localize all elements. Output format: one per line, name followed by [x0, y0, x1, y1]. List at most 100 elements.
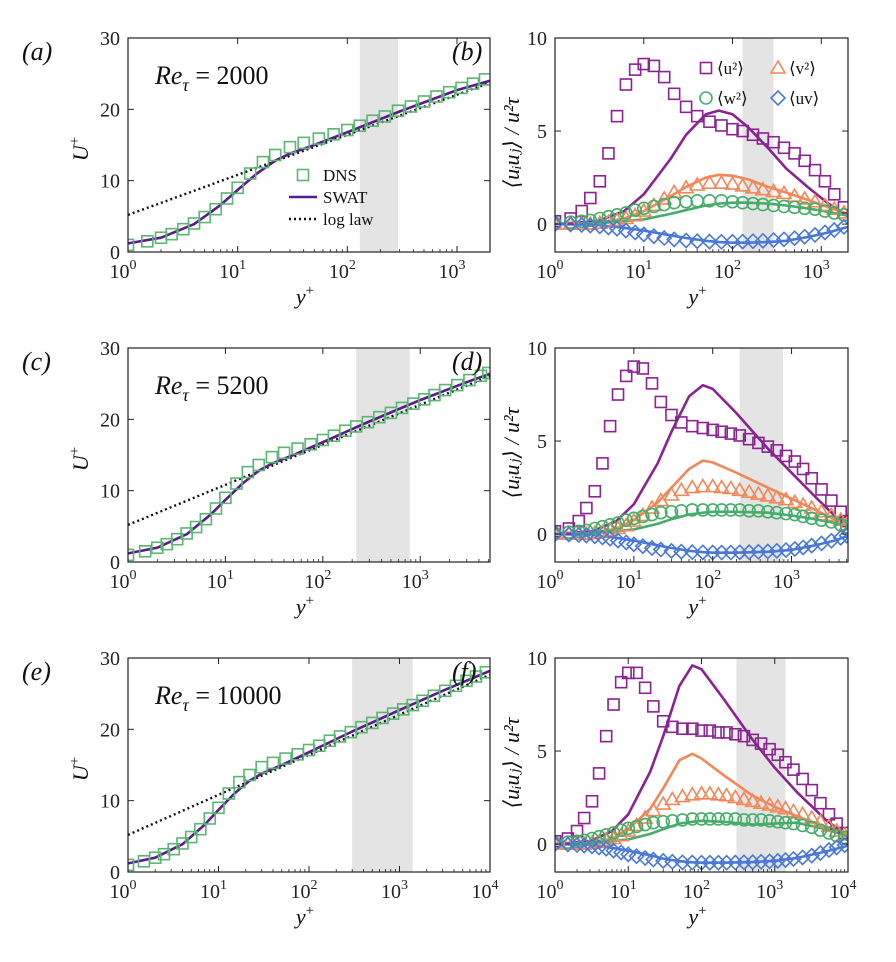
- dns-marker: [243, 167, 257, 180]
- dns-marker: [138, 544, 152, 558]
- dns-uv-marker: [608, 220, 626, 237]
- dns-uv-marker: [666, 231, 683, 248]
- legend-log-label: log law: [323, 210, 374, 229]
- dns-ww-marker: [770, 814, 785, 829]
- x-tick-exponent: 3: [823, 258, 830, 273]
- dns-marker: [291, 442, 304, 455]
- dns-uv-marker: [838, 527, 848, 544]
- reynolds-value: = 10000: [189, 681, 282, 710]
- dns-ww-marker: [647, 199, 661, 214]
- dns-ww-marker: [839, 519, 848, 534]
- dns-ww-marker: [628, 203, 642, 217]
- dns-vv-marker: [750, 485, 767, 500]
- dns-ww-marker: [656, 814, 670, 829]
- dns-uu-marker: [752, 436, 765, 450]
- shaded-region: [356, 348, 410, 562]
- dns-uu-marker: [602, 147, 615, 160]
- x-tick-label: 101: [625, 258, 652, 283]
- x-axis-label: y+: [294, 283, 314, 309]
- x-tick-exponent: 2: [349, 258, 356, 273]
- shaded-region: [352, 658, 413, 872]
- dns-vv-marker: [643, 499, 661, 514]
- dns-ww-marker: [588, 521, 602, 536]
- dns-vv-marker: [683, 478, 701, 494]
- x-tick-exponent: 2: [714, 568, 721, 583]
- dns-vv-marker: [562, 215, 580, 230]
- legend-uv-label: ⟨uv⟩: [789, 89, 819, 108]
- y-axis-label: ⟨uᵢuⱼ⟩ / u²τ: [499, 716, 524, 808]
- y-tick-label: 20: [100, 719, 120, 741]
- dns-uu-marker: [676, 722, 689, 736]
- plot-area: [555, 348, 848, 562]
- dns-marker: [386, 707, 400, 720]
- panel-label: (d): [452, 347, 482, 376]
- dns-vv-marker: [769, 798, 787, 813]
- y-axis-label: ⟨uᵢuⱼ⟩ / u²τ: [499, 96, 524, 188]
- y-tick-label: 0: [537, 524, 547, 546]
- dns-marker: [406, 698, 420, 712]
- dns-uv-marker: [761, 853, 778, 870]
- dns-uu-marker: [742, 432, 756, 446]
- axes-frame: [554, 347, 849, 563]
- dns-ww-marker: [822, 826, 836, 840]
- dns-uu-marker: [667, 87, 681, 101]
- dns-uu-marker: [726, 122, 739, 136]
- dns-marker: [212, 801, 225, 815]
- dns-marker: [128, 548, 135, 562]
- dns-vv-marker: [765, 182, 782, 198]
- dns-uu-marker: [737, 729, 751, 743]
- x-axis-label-sup: +: [698, 283, 706, 299]
- x-tick-label: 100: [537, 258, 564, 283]
- dns-uv-marker: [826, 221, 843, 239]
- dns-uv-marker: [625, 536, 642, 553]
- dns-uu-marker: [690, 109, 704, 123]
- x-tick-exponent: 3: [458, 258, 465, 273]
- y-tick-label: 20: [100, 409, 120, 431]
- dns-ww-marker: [751, 504, 766, 518]
- y-tick-label: 20: [100, 99, 120, 121]
- panel-label: (b): [452, 37, 482, 66]
- x-tick-exponent: 0: [557, 258, 564, 273]
- dns-vv-marker: [663, 790, 681, 806]
- dns-marker: [219, 491, 232, 505]
- dns-marker: [231, 181, 244, 195]
- x-tick-exponent: 2: [734, 258, 741, 273]
- x-axis-label: y+: [686, 283, 706, 309]
- dns-uu-marker: [636, 362, 650, 375]
- dns-uu-marker: [627, 360, 641, 373]
- dns-ww-marker: [804, 820, 819, 835]
- y-tick-label: 0: [537, 214, 547, 236]
- y-tick-label: 10: [100, 791, 120, 813]
- dns-vv-marker: [704, 478, 722, 493]
- dns-marker: [209, 202, 222, 216]
- dns-vv-marker: [820, 817, 838, 833]
- reynolds-annotation: Reτ = 2000: [154, 61, 269, 95]
- dns-ww-marker: [766, 198, 781, 213]
- dns-vv-marker: [777, 491, 795, 506]
- dns-vv-marker: [812, 813, 829, 828]
- shaded-region: [739, 348, 784, 562]
- dns-vv-marker: [555, 215, 564, 230]
- x-tick-exponent: 1: [630, 878, 637, 893]
- dns-ww-marker: [732, 503, 747, 517]
- dns-ww-marker: [796, 509, 810, 524]
- dns-uu-marker: [637, 57, 651, 71]
- dns-uu-marker: [666, 720, 679, 734]
- dns-uv-marker: [673, 543, 690, 560]
- dns-ww-marker: [592, 829, 606, 844]
- dns-ww-marker: [675, 813, 690, 827]
- dns-marker: [189, 520, 203, 534]
- dns-ww-marker: [614, 823, 628, 837]
- dns-ww-marker: [714, 503, 729, 517]
- dns-uv-marker: [634, 538, 651, 555]
- dns-ww-marker: [786, 816, 801, 831]
- x-tick-exponent: 0: [557, 878, 564, 893]
- dns-uu-marker: [746, 128, 760, 142]
- x-tick-label: 104: [830, 878, 857, 903]
- dns-uv-marker: [823, 532, 840, 549]
- x-tick-label: 101: [207, 568, 234, 593]
- dns-uu-marker: [607, 698, 620, 711]
- dns-uv-marker: [835, 218, 848, 236]
- dns-uv-marker: [769, 852, 786, 869]
